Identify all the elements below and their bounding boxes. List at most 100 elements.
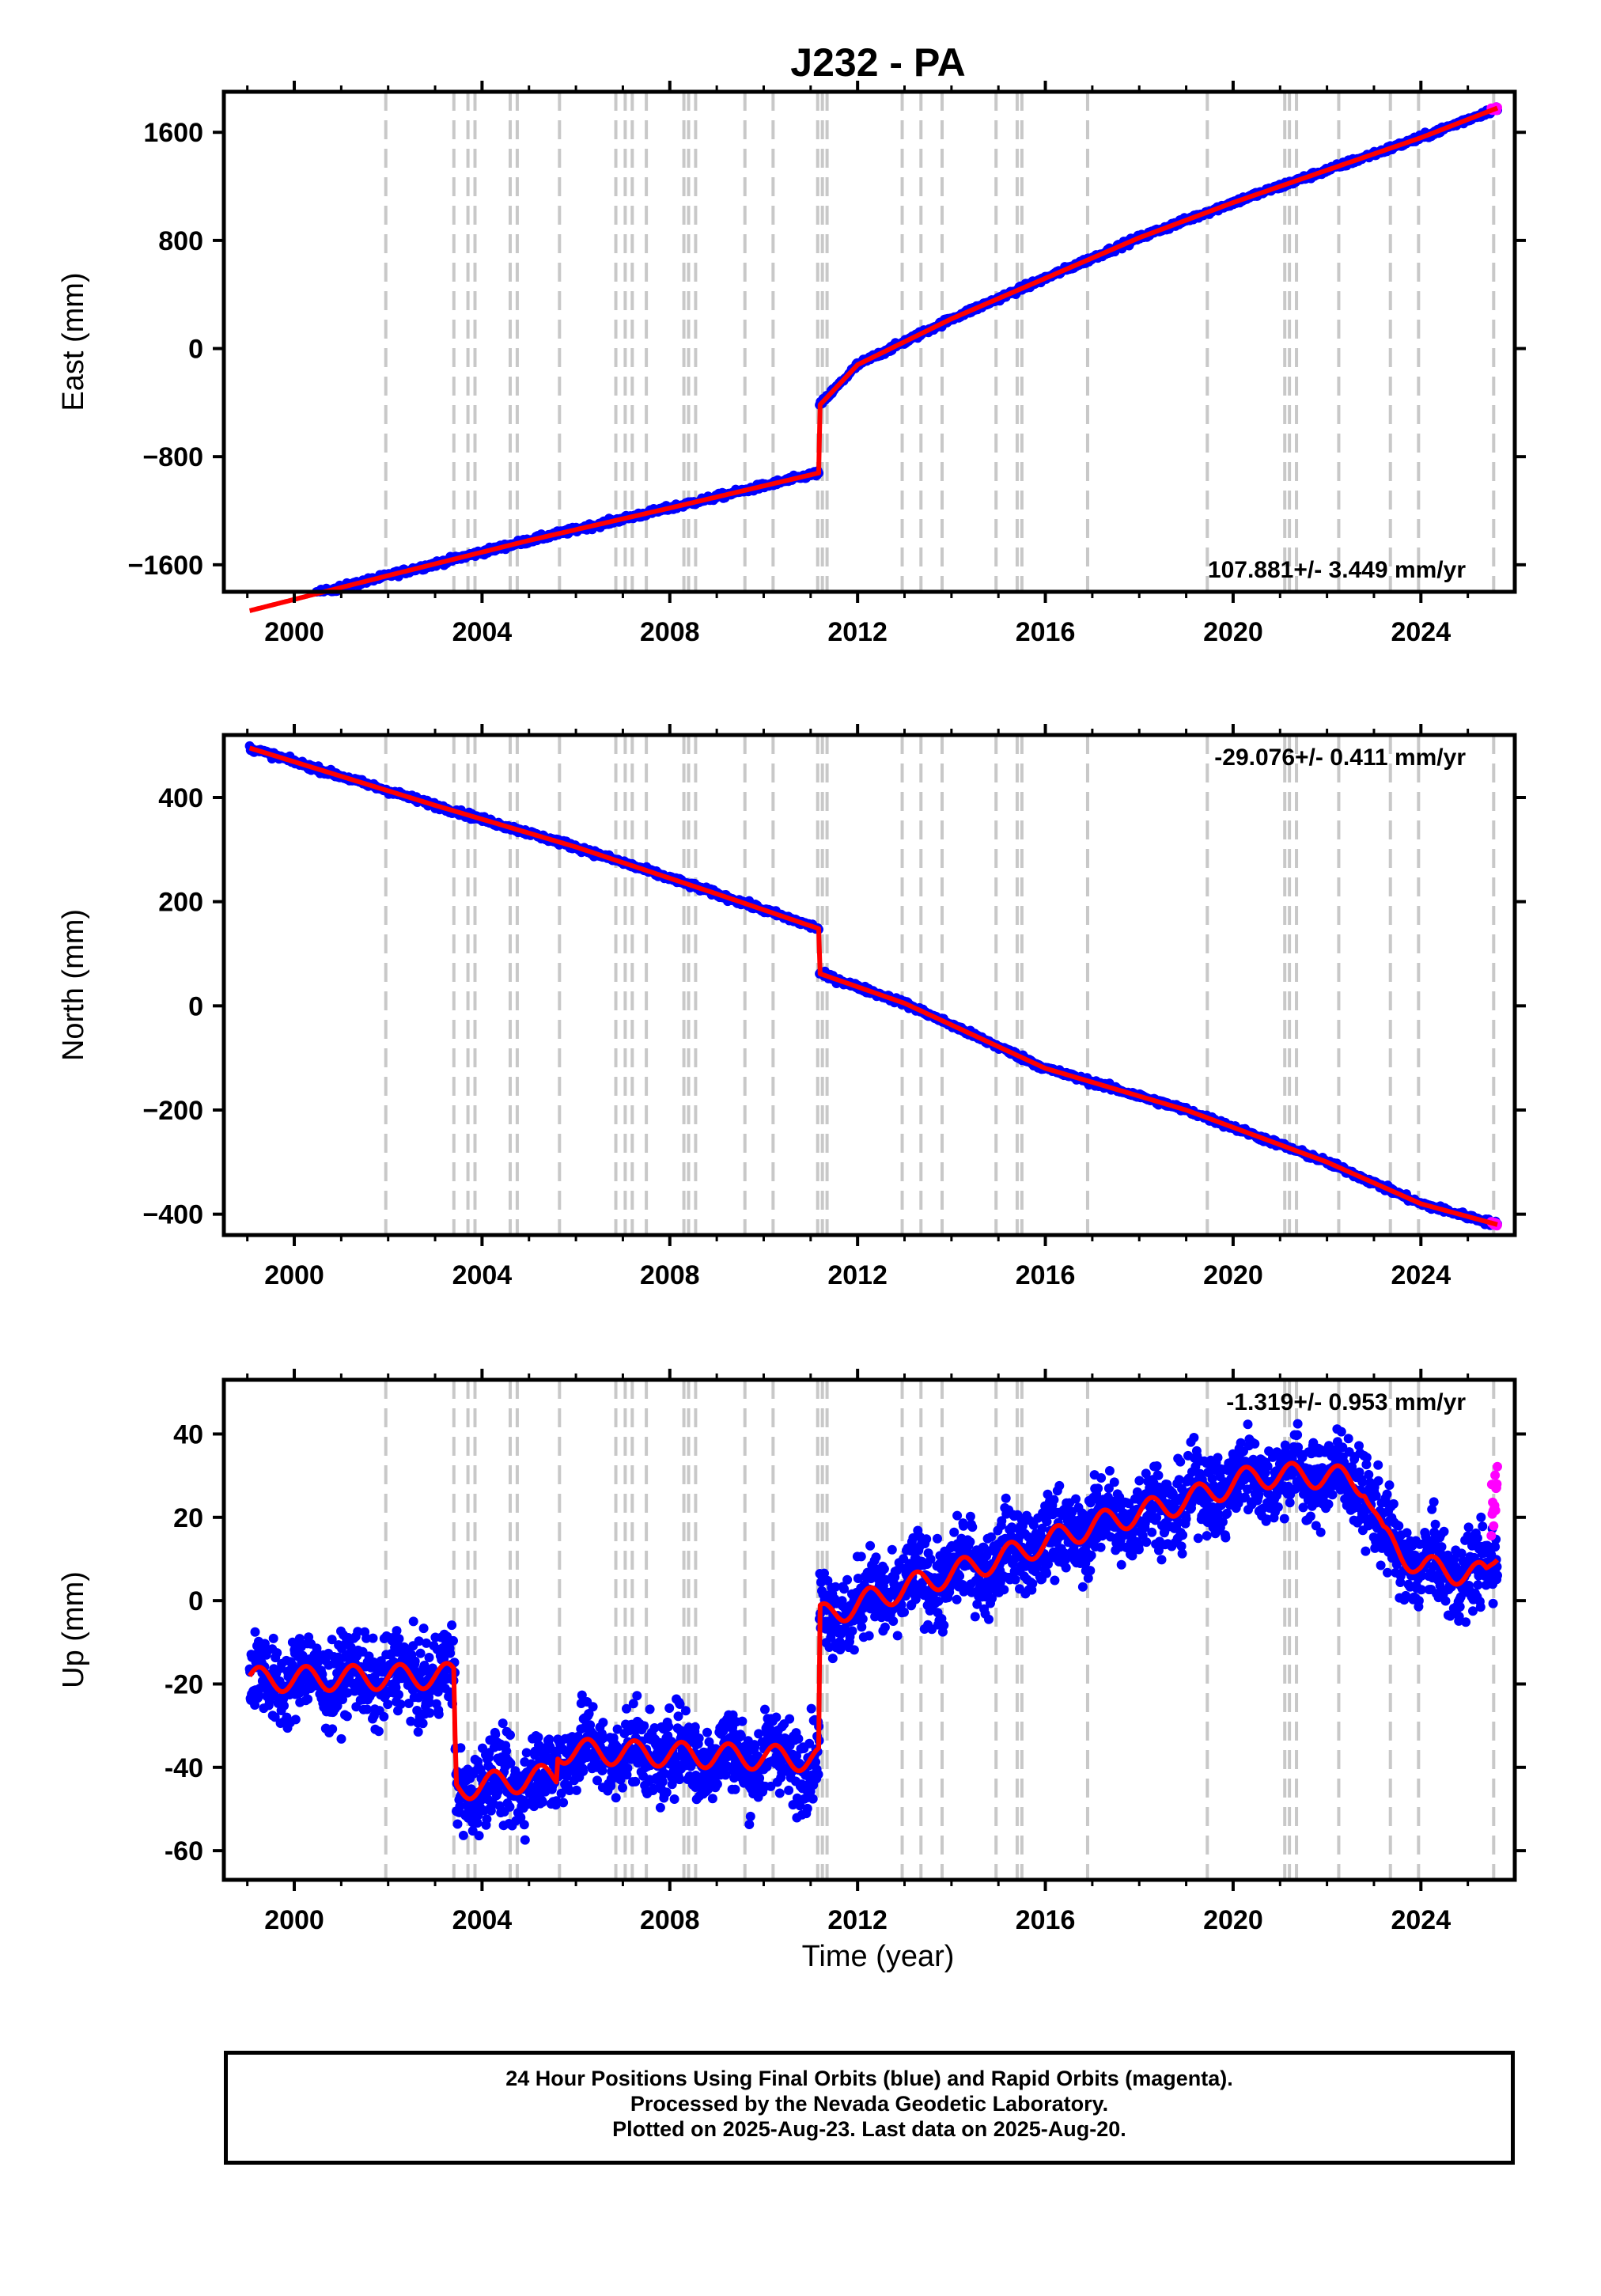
data-point [558,1798,569,1808]
data-point [655,1802,665,1813]
data-point [680,1706,691,1716]
data-point [501,1746,512,1756]
x-tick-label: 2008 [640,617,700,647]
data-point [618,1783,627,1793]
data-point [394,1634,404,1644]
data-point [839,1584,850,1594]
x-tick-label: 2000 [264,617,324,647]
data-point [802,1803,812,1813]
data-point [279,1700,289,1711]
data-point [669,1794,679,1804]
data-point [452,1819,463,1829]
x-tick-label: 2004 [452,1260,513,1290]
data-point [880,1622,890,1632]
data-point [342,1711,352,1722]
data-point [521,1748,532,1758]
data-point [373,1726,384,1737]
y-tick-label: 200 [158,888,203,918]
data-point [847,1626,857,1636]
data-point [774,1788,785,1798]
data-point [955,1571,965,1581]
y-tick-label: 800 [158,226,203,256]
data-point [827,1654,838,1664]
data-point [730,1784,740,1794]
data-point [597,1766,607,1775]
data-point [675,1775,684,1785]
data-point [498,1718,508,1729]
data-point [959,1521,968,1531]
data-point [712,1779,722,1790]
y-tick-label: 0 [188,991,203,1021]
data-point [970,1612,980,1622]
panels: 2000 2004 2008 2012 2016 2020 2024−1600−800080… [57,81,1526,1973]
data-point [447,1620,457,1631]
data-point [588,1702,598,1712]
data-point [664,1703,675,1713]
data-point [690,1722,700,1732]
data-point [368,1633,378,1643]
data-point [745,1811,755,1821]
y-tick-label: −200 [142,1096,203,1126]
data-point [630,1776,641,1786]
data-point [396,1699,406,1710]
panel-north: 2000 2004 2008 2012 2016 2020 2024−400−2000200… [57,724,1526,1290]
data-point [505,1730,515,1740]
data-point [737,1716,748,1726]
data-point [474,1831,484,1841]
data-point [268,1633,278,1643]
data-point [519,1820,529,1830]
data-point [707,1794,717,1804]
data-point [327,1724,338,1734]
data-point [424,1653,434,1662]
data-point [445,1648,456,1658]
data-point [394,1689,403,1699]
data-point [808,1794,818,1804]
data-point [250,1627,260,1637]
data-point [933,1533,942,1544]
panel-up: 2000 2004 2008 2012 2016 2020 2024-60-40-20020… [57,1369,1526,1935]
data-point [871,1552,881,1563]
x-tick-label: 2024 [1391,617,1451,647]
panel-east: 2000 2004 2008 2012 2016 2020 2024−1600−800080… [57,81,1526,647]
data-point [1001,1493,1011,1503]
data-point [785,1714,795,1724]
data-point [865,1540,876,1551]
data-point [984,1614,994,1624]
data-point [272,1648,282,1658]
data-point [645,1704,655,1714]
x-tick-label: 2020 [1203,617,1263,647]
data-point [879,1564,889,1574]
data-point [952,1510,963,1521]
data-point [952,1594,962,1605]
data-point [857,1622,867,1632]
data-point [887,1544,897,1555]
data-point [490,1730,501,1740]
data-point [392,1626,402,1636]
x-tick-label: 2024 [1391,1260,1451,1290]
data-point [892,1631,903,1641]
data-point [383,1699,393,1710]
data-point [965,1536,975,1547]
data-point [413,1727,423,1737]
final-orbit-points [244,1419,1502,1845]
data-point [694,1733,704,1743]
data-point [433,1709,444,1719]
data-point [379,1711,389,1722]
data-point [538,1797,547,1807]
data-point [939,1620,949,1631]
data-point [793,1733,804,1744]
data-point [760,1704,770,1714]
data-point [949,1527,959,1537]
x-tick-label: 2008 [640,1260,700,1290]
x-tick-label: 2016 [1016,1260,1076,1290]
data-point [813,1769,823,1779]
y-axis-label: North (mm) [57,909,90,1061]
data-point [449,1635,458,1646]
data-point [899,1607,909,1617]
data-point [415,1648,426,1658]
x-tick-label: 2000 [264,1260,324,1290]
data-point [571,1785,581,1795]
data-point [486,1805,496,1816]
data-point [744,1820,755,1829]
